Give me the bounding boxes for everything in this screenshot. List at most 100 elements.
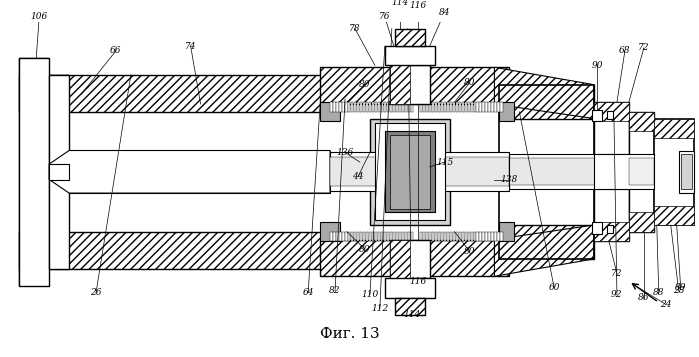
Bar [477, 232, 479, 241]
Bar [390, 240, 430, 278]
Bar [438, 232, 440, 241]
Bar [459, 102, 461, 112]
Bar [486, 232, 488, 241]
Bar [607, 225, 613, 233]
Bar [465, 102, 467, 112]
Bar [594, 154, 654, 189]
Bar [494, 102, 497, 112]
Bar [408, 232, 410, 241]
Bar [449, 232, 452, 241]
Bar [423, 232, 425, 241]
Bar [482, 102, 485, 112]
Bar [399, 232, 401, 241]
Bar [372, 102, 375, 112]
Bar [320, 102, 340, 121]
Bar [330, 102, 333, 112]
Bar [381, 102, 383, 112]
Bar [384, 102, 387, 112]
Bar [402, 102, 404, 112]
Bar [354, 232, 356, 241]
Bar [435, 232, 437, 241]
Bar [480, 102, 482, 112]
Bar [444, 232, 446, 241]
Bar [679, 151, 693, 193]
Bar [447, 102, 449, 112]
Bar [477, 102, 479, 112]
Text: 80: 80 [463, 78, 475, 87]
Bar [426, 102, 428, 112]
Text: 28: 28 [673, 286, 684, 295]
Bar [408, 102, 410, 112]
Bar [357, 232, 359, 241]
Bar [499, 85, 594, 119]
Bar [390, 232, 392, 241]
Bar [629, 158, 654, 185]
Bar [49, 75, 69, 268]
Bar [426, 232, 428, 241]
Bar [387, 232, 389, 241]
Bar [428, 232, 431, 241]
Text: 66: 66 [110, 46, 122, 55]
Bar [348, 102, 350, 112]
Bar [396, 102, 398, 112]
Bar [69, 151, 330, 193]
Bar [333, 102, 336, 112]
Bar [320, 67, 510, 104]
Bar [405, 232, 408, 241]
Bar [339, 102, 342, 112]
Bar [339, 232, 342, 241]
Bar [387, 102, 389, 112]
Text: 44: 44 [352, 172, 363, 181]
Bar [49, 75, 69, 268]
Bar [473, 232, 476, 241]
Text: 89: 89 [675, 283, 686, 292]
Bar [480, 232, 482, 241]
Bar [500, 232, 503, 241]
Bar [499, 102, 514, 121]
Bar [419, 102, 422, 112]
Bar [330, 232, 333, 241]
Bar [381, 232, 383, 241]
Bar [385, 46, 435, 65]
Bar [49, 164, 69, 180]
Bar [393, 232, 396, 241]
Bar [681, 154, 691, 189]
Bar [607, 111, 613, 119]
Bar [470, 232, 473, 241]
Bar [20, 75, 330, 112]
Bar [498, 102, 500, 112]
Bar [419, 232, 422, 241]
Text: 74: 74 [185, 41, 196, 50]
Bar [449, 102, 452, 112]
Bar [378, 232, 380, 241]
Bar [444, 102, 446, 112]
Bar [411, 232, 413, 241]
Bar [405, 102, 408, 112]
Text: 116: 116 [409, 277, 426, 286]
Text: 72: 72 [638, 44, 649, 52]
Text: 88: 88 [653, 288, 665, 297]
Bar [390, 65, 430, 104]
Bar [498, 232, 500, 241]
Bar [486, 102, 488, 112]
Text: 60: 60 [549, 283, 560, 292]
Bar [384, 232, 387, 241]
Text: 80: 80 [359, 80, 370, 89]
Bar [370, 119, 449, 225]
Text: 106: 106 [31, 12, 48, 21]
Bar [594, 222, 629, 241]
Text: Фиг. 13: Фиг. 13 [320, 327, 380, 341]
Bar [510, 158, 629, 185]
Bar [393, 102, 396, 112]
Bar [491, 102, 494, 112]
Text: 80: 80 [359, 245, 370, 254]
Bar [594, 102, 629, 121]
Polygon shape [494, 67, 594, 119]
Bar [432, 102, 434, 112]
Bar [20, 232, 330, 268]
Bar [369, 102, 371, 112]
Bar [342, 232, 345, 241]
Bar [395, 298, 425, 315]
Bar [378, 102, 380, 112]
Text: 112: 112 [371, 304, 389, 313]
